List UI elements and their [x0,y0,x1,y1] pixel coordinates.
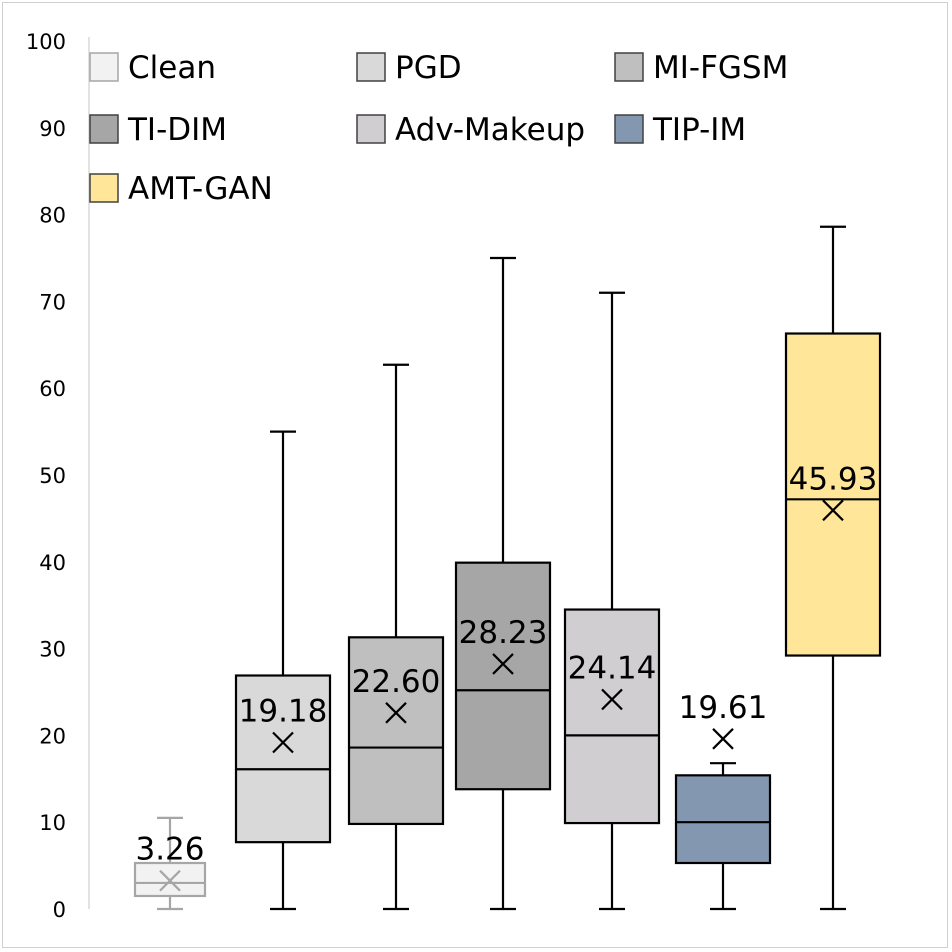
legend-label: TIP-IM [652,112,746,148]
iqr-box [454,561,552,791]
legend: Clean PGD MI-FGSM TI-DIM Adv-Makeup TIP-IM AMT… [89,50,788,207]
mean-marker [822,499,844,522]
mean-marker [385,702,407,724]
legend-swatch [356,52,386,82]
legend-label: Clean [128,50,216,86]
box-pgd: 19.18 [234,430,332,911]
box-clean: 3.26 [133,816,207,911]
y-tick-label: 90 [39,117,66,141]
legend-label: AMT-GAN [128,171,273,207]
legend-item: PGD [356,50,462,86]
mean-label: 24.14 [568,650,657,686]
y-tick-label: 50 [39,464,66,488]
legend-swatch [614,52,644,82]
legend-item: Adv-Makeup [356,112,585,148]
legend-item: Clean [89,50,216,86]
mean-marker [159,869,181,892]
legend-swatch [356,114,386,144]
y-tick-label: 60 [39,377,66,401]
iqr-box [674,774,772,865]
box-ti-dim: 28.23 [454,256,552,911]
mean-label: 45.93 [789,461,878,497]
mean-label: 22.60 [352,664,441,700]
legend-label: PGD [395,50,462,86]
mean-marker [492,653,514,675]
legend-swatch [89,52,119,82]
legend-swatch [614,114,644,144]
iqr-box [133,861,207,898]
iqr-box [347,636,445,826]
legend-swatch [89,173,119,203]
box-adv-makeup: 24.14 [563,291,661,911]
mean-label: 3.26 [135,832,204,868]
mean-marker [272,731,294,754]
box-amt-gan: 45.93 [784,225,882,911]
mean-label: 19.61 [679,690,768,726]
legend-swatch [89,114,119,144]
y-axis: 0 10 20 30 40 50 60 70 80 90 100 [26,30,90,922]
iqr-box [563,608,661,825]
box-tip-im: 19.61 [674,690,772,911]
mean-marker [601,688,623,711]
mean-label: 28.23 [459,615,548,651]
y-tick-label: 0 [53,898,66,922]
y-tick-label: 100 [26,30,66,54]
box-series: 3.26 19.18 22.60 28.23 24.14 19.61 45.93 [133,225,882,911]
iqr-box [234,674,332,844]
y-tick-label: 80 [39,204,66,228]
iqr-box [784,332,882,657]
legend-item: AMT-GAN [89,171,273,207]
y-tick-label: 10 [39,811,66,835]
mean-label: 19.18 [239,694,328,730]
legend-label: MI-FGSM [653,50,788,86]
legend-label: TI-DIM [127,112,227,148]
box-mi-fgsm: 22.60 [347,363,445,911]
y-tick-label: 70 [39,290,66,314]
y-tick-label: 40 [39,551,66,575]
y-tick-label: 20 [39,724,66,748]
mean-marker [712,728,734,750]
legend-item: TIP-IM [614,112,746,148]
y-tick-label: 30 [39,638,66,662]
legend-label: Adv-Makeup [395,112,585,148]
legend-item: MI-FGSM [614,50,788,86]
legend-item: TI-DIM [89,112,227,148]
